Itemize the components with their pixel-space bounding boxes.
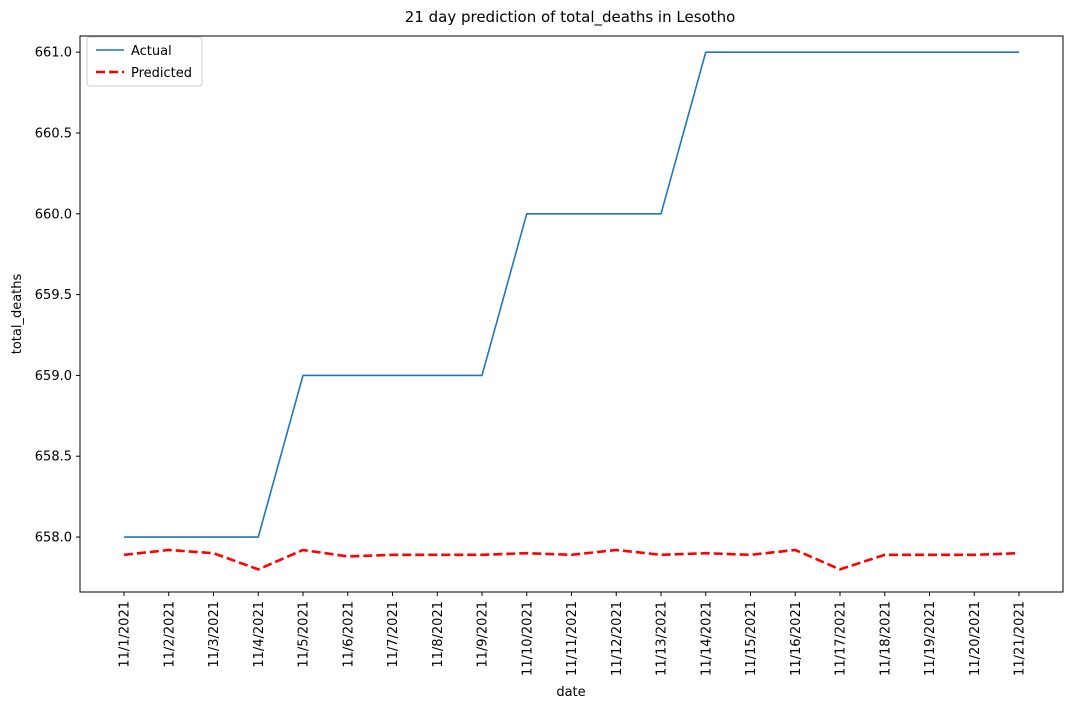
legend-label-predicted: Predicted xyxy=(131,66,192,81)
legend: Actual Predicted xyxy=(86,36,203,87)
y-tick-label: 658.5 xyxy=(35,450,72,465)
x-tick-label: 11/15/2021 xyxy=(744,601,759,676)
y-tick-label: 661.0 xyxy=(35,46,72,61)
x-tick-label: 11/2/2021 xyxy=(162,601,177,668)
legend-label-actual: Actual xyxy=(131,44,172,59)
x-axis-label: date xyxy=(556,685,585,700)
x-tick-label: 11/20/2021 xyxy=(968,601,983,676)
series-line-predicted xyxy=(123,548,1020,571)
y-tick-label: 659.0 xyxy=(35,369,72,384)
y-tick-label: 658.0 xyxy=(35,531,72,546)
y-tick-label: 659.5 xyxy=(35,288,72,303)
x-tick-label: 11/10/2021 xyxy=(520,601,535,676)
y-axis: 658.0 658.5 659.0 659.5 660.0 660.5 661.0 xyxy=(35,46,80,546)
x-tick-label: 11/12/2021 xyxy=(610,601,625,676)
y-tick-label: 660.0 xyxy=(35,207,72,222)
x-tick-label: 11/9/2021 xyxy=(476,601,491,668)
x-tick-label: 11/3/2021 xyxy=(207,601,222,668)
x-tick-label: 11/18/2021 xyxy=(878,601,893,676)
x-tick-label: 11/4/2021 xyxy=(252,601,267,668)
x-tick-label: 11/14/2021 xyxy=(699,601,714,676)
y-tick-label: 660.5 xyxy=(35,126,72,141)
x-tick-label: 11/1/2021 xyxy=(118,601,133,668)
x-tick-label: 11/13/2021 xyxy=(655,601,670,676)
series-layer xyxy=(123,51,1020,571)
x-tick-label: 11/6/2021 xyxy=(341,601,356,668)
y-axis-label: total_deaths xyxy=(10,274,25,355)
x-tick-label: 11/16/2021 xyxy=(789,601,804,676)
x-axis: 11/1/2021 11/2/2021 11/3/2021 11/4/2021 11/5… xyxy=(118,592,1028,676)
x-tick-label: 11/19/2021 xyxy=(923,601,938,676)
chart-title: 21 day prediction of total_deaths in Les… xyxy=(405,8,736,27)
x-tick-label: 11/8/2021 xyxy=(431,601,446,668)
x-tick-label: 11/7/2021 xyxy=(386,601,401,668)
x-tick-label: 11/17/2021 xyxy=(834,601,849,676)
x-tick-label: 11/21/2021 xyxy=(1013,601,1028,676)
x-tick-label: 11/5/2021 xyxy=(297,601,312,668)
plot-area xyxy=(79,35,1064,593)
x-tick-label: 11/11/2021 xyxy=(565,601,580,676)
series-line-actual xyxy=(124,51,1019,538)
